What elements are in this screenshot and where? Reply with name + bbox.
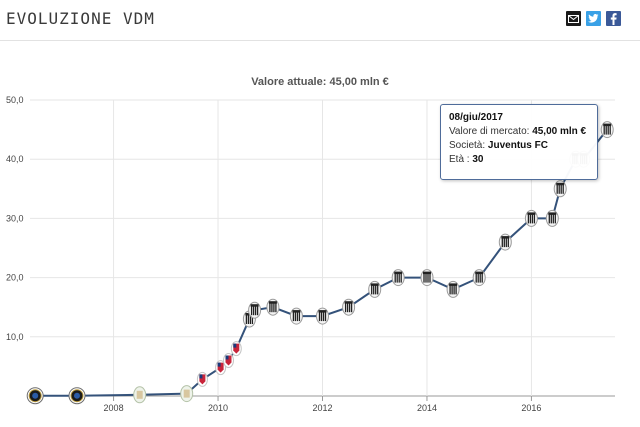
data-point-juventus[interactable] bbox=[289, 307, 303, 325]
data-point-other[interactable] bbox=[180, 385, 194, 403]
data-point-juventus[interactable] bbox=[553, 180, 567, 198]
tooltip-value-row: Valore di mercato: 45,00 mln € bbox=[449, 125, 589, 139]
y-tick-label: 30,0 bbox=[6, 213, 24, 223]
data-point-genoa[interactable] bbox=[230, 341, 242, 357]
y-tick-label: 20,0 bbox=[6, 273, 24, 283]
data-point-juventus[interactable] bbox=[368, 280, 382, 298]
data-point-juventus[interactable] bbox=[266, 298, 280, 316]
tooltip-date: 08/giu/2017 bbox=[449, 112, 503, 123]
tooltip: 08/giu/2017 Valore di mercato: 45,00 mln… bbox=[440, 104, 598, 180]
data-point-juventus[interactable] bbox=[498, 233, 512, 251]
x-tick-label: 2012 bbox=[312, 403, 332, 413]
markers bbox=[26, 121, 614, 405]
data-point-genoa[interactable] bbox=[196, 371, 208, 387]
tooltip-club-row: Società: Juventus FC bbox=[449, 139, 589, 153]
y-axis: 50,0 40,0 30,0 20,0 10,0 bbox=[6, 95, 24, 342]
tooltip-value: 45,00 mln € bbox=[532, 126, 587, 137]
tooltip-age-label: Età : bbox=[449, 154, 470, 165]
chart-subtitle: Valore attuale: 45,00 mln € bbox=[251, 76, 389, 88]
data-point-juventus[interactable] bbox=[472, 269, 486, 287]
x-tick-label: 2008 bbox=[104, 403, 124, 413]
x-tick-label: 2016 bbox=[521, 403, 541, 413]
tooltip-club: Juventus FC bbox=[487, 140, 548, 151]
tooltip-age-row: Età : 30 bbox=[449, 153, 589, 167]
data-point-inter[interactable] bbox=[26, 387, 44, 405]
data-point-juventus[interactable] bbox=[342, 298, 356, 316]
header: EVOLUZIONE VDM bbox=[0, 0, 640, 41]
x-tick-label: 2014 bbox=[417, 403, 437, 413]
data-point-juventus[interactable] bbox=[545, 209, 559, 227]
data-point-other[interactable] bbox=[133, 386, 147, 404]
data-point-juventus[interactable] bbox=[420, 269, 434, 287]
data-point-juventus[interactable] bbox=[524, 209, 538, 227]
data-point-genoa[interactable] bbox=[223, 353, 234, 368]
facebook-icon[interactable] bbox=[606, 11, 621, 26]
data-point-juventus[interactable] bbox=[600, 121, 614, 139]
x-axis: 2008 2010 2012 2014 2016 bbox=[104, 396, 541, 413]
y-tick-label: 50,0 bbox=[6, 95, 24, 105]
email-icon[interactable] bbox=[566, 11, 581, 26]
y-tick-label: 10,0 bbox=[6, 332, 24, 342]
data-point-genoa[interactable] bbox=[215, 360, 227, 376]
twitter-icon[interactable] bbox=[586, 11, 601, 26]
data-point-juventus[interactable] bbox=[391, 269, 405, 287]
tooltip-club-label: Società: bbox=[449, 140, 486, 151]
data-point-juventus[interactable] bbox=[316, 307, 329, 325]
y-tick-label: 40,0 bbox=[6, 154, 24, 164]
tooltip-age: 30 bbox=[472, 154, 484, 165]
data-point-inter[interactable] bbox=[68, 387, 86, 405]
chart-title: EVOLUZIONE VDM bbox=[6, 9, 155, 28]
tooltip-value-label: Valore di mercato: bbox=[449, 126, 530, 137]
data-point-juventus[interactable] bbox=[248, 301, 262, 319]
data-point-juventus[interactable] bbox=[446, 280, 460, 298]
x-tick-label: 2010 bbox=[208, 403, 228, 413]
